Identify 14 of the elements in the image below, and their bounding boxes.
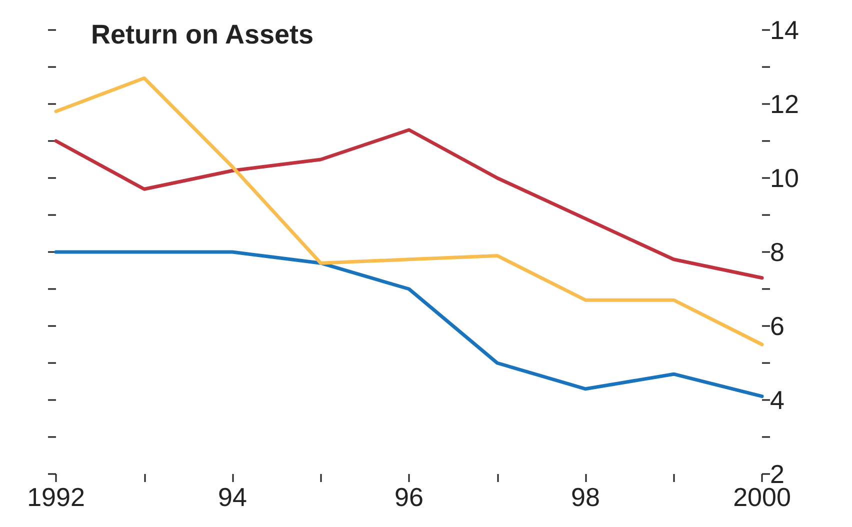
chart-title: Return on Assets bbox=[91, 20, 314, 50]
y-tick-label: 4 bbox=[770, 385, 784, 415]
x-tick-label: 94 bbox=[218, 482, 247, 512]
line-series bbox=[54, 250, 764, 398]
line-series bbox=[54, 128, 764, 280]
x-tick-label: 98 bbox=[571, 482, 600, 512]
x-tick-label: 1992 bbox=[27, 482, 85, 512]
line-series bbox=[54, 76, 764, 346]
y-tick-label: 12 bbox=[770, 89, 799, 119]
y-tick-label: 14 bbox=[770, 15, 799, 45]
y-tick-label: 6 bbox=[770, 311, 784, 341]
y-tick-label: 8 bbox=[770, 237, 784, 267]
y-tick-label: 10 bbox=[770, 163, 799, 193]
x-tick-label: 96 bbox=[394, 482, 424, 512]
